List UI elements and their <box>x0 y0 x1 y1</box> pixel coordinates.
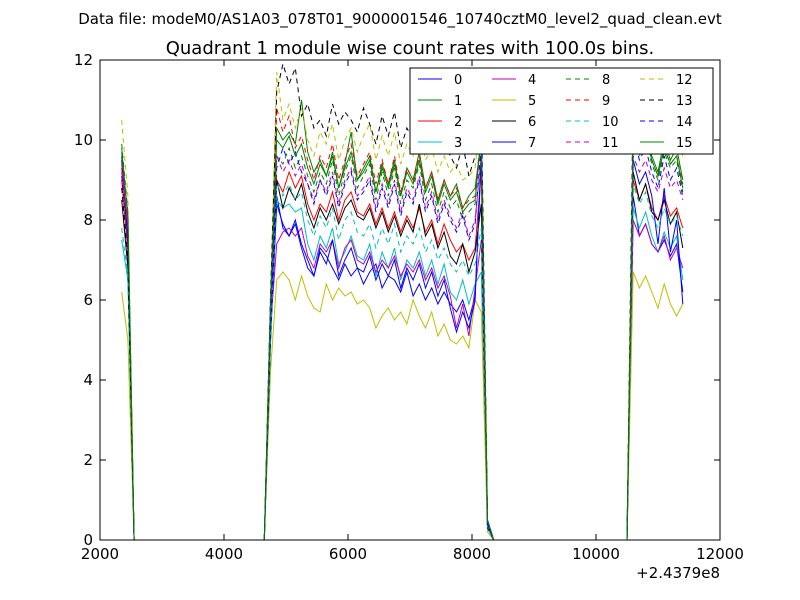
x-tick-label: 6000 <box>329 545 367 563</box>
x-tick-label: 8000 <box>453 545 491 563</box>
series-line-1 <box>121 99 684 541</box>
series-line-12 <box>121 71 684 541</box>
legend-label-4: 4 <box>528 73 536 88</box>
x-tick-label: 10000 <box>572 545 620 563</box>
series-line-7 <box>121 151 684 541</box>
series-line-0 <box>121 159 684 541</box>
legend-label-5: 5 <box>528 94 536 109</box>
series-line-11 <box>121 155 684 541</box>
y-tick-label: 10 <box>74 131 93 149</box>
series-line-2 <box>121 170 684 541</box>
legend-label-3: 3 <box>454 136 462 151</box>
legend-box <box>409 67 714 155</box>
legend-label-14: 14 <box>676 115 693 130</box>
x-tick-label: 4000 <box>205 545 243 563</box>
chart-title: Quadrant 1 module wise count rates with … <box>166 38 655 59</box>
y-tick-label: 4 <box>83 371 93 389</box>
legend-label-9: 9 <box>602 94 610 109</box>
figure-suptitle: Data file: modeM0/AS1A03_078T01_90000015… <box>78 10 722 29</box>
y-tick-label: 8 <box>83 211 93 229</box>
x-tick-label: 12000 <box>696 545 744 563</box>
series-lines <box>121 62 684 541</box>
series-line-8 <box>121 131 684 541</box>
series-line-10 <box>121 182 684 541</box>
series-line-3 <box>121 198 684 541</box>
legend-label-6: 6 <box>528 115 536 130</box>
series-line-5 <box>121 271 684 541</box>
series-line-9 <box>121 107 684 541</box>
x-tick-label: 2000 <box>81 545 119 563</box>
legend-label-2: 2 <box>454 115 462 130</box>
legend-label-8: 8 <box>602 73 610 88</box>
x-offset-label: +2.4379e8 <box>636 564 720 582</box>
y-tick-label: 6 <box>83 291 93 309</box>
legend-label-12: 12 <box>676 73 693 88</box>
series-line-15 <box>121 127 684 541</box>
legend-label-10: 10 <box>602 115 619 130</box>
legend-label-11: 11 <box>602 136 619 151</box>
legend-label-13: 13 <box>676 94 693 109</box>
legend-label-1: 1 <box>454 94 462 109</box>
y-tick-label: 12 <box>74 51 93 69</box>
legend-label-15: 15 <box>676 136 693 151</box>
y-tick-label: 0 <box>83 531 93 549</box>
legend-label-0: 0 <box>454 73 462 88</box>
y-tick-label: 2 <box>83 451 93 469</box>
series-line-13 <box>121 62 684 541</box>
legend-label-7: 7 <box>528 136 536 151</box>
